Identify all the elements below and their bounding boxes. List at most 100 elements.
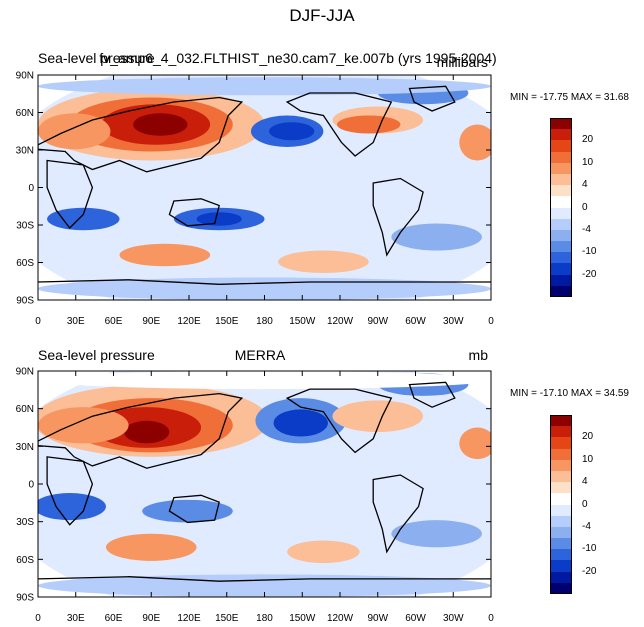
- anomaly-contour-fill: [391, 223, 482, 251]
- colorbar-swatch: [550, 151, 572, 163]
- colorbar-swatch: [550, 263, 572, 275]
- lon-tick-label: 150E: [215, 316, 239, 327]
- colorbar-swatch: [550, 118, 572, 130]
- lon-tick-label: 0: [488, 316, 494, 327]
- lon-tick-label: 150E: [215, 613, 239, 624]
- colorbar-tick-label: 0: [582, 498, 588, 510]
- colorbar-swatch: [550, 426, 572, 438]
- colorbar-swatch: [550, 415, 572, 427]
- lon-tick-label: 30E: [67, 613, 85, 624]
- lat-tick-label: 90N: [16, 367, 34, 378]
- colorbar-swatch: [550, 173, 572, 186]
- lon-tick-label: 30W: [443, 613, 464, 624]
- coastline: [46, 456, 94, 526]
- case-label: MERRA: [234, 347, 286, 363]
- colorbar-swatch: [550, 252, 572, 264]
- colorbar-swatch: [550, 274, 572, 286]
- lon-tick-label: 60W: [405, 316, 426, 327]
- coastline: [46, 159, 94, 229]
- colorbar-swatch: [550, 241, 572, 253]
- lon-tick-label: 60E: [105, 613, 123, 624]
- colorbar-swatch: [550, 218, 572, 230]
- lon-tick-label: 90E: [142, 316, 160, 327]
- units-label: millibars: [436, 54, 488, 70]
- anomaly-contour-fill: [273, 409, 328, 437]
- anomaly-contour-fill: [38, 407, 129, 444]
- colorbar-swatch: [550, 448, 572, 460]
- anomaly-contour-fill: [38, 113, 111, 150]
- colorbar-obs: [550, 415, 572, 594]
- variable-label: Sea-level pressure: [38, 50, 155, 66]
- colorbar-swatch: [550, 571, 572, 583]
- lat-tick-label: 90S: [16, 593, 34, 604]
- lon-tick-label: 0: [488, 613, 494, 624]
- min-max-label: MIN = -17.75 MAX = 31.68: [510, 92, 629, 103]
- colorbar-swatch: [550, 560, 572, 572]
- lon-tick-label: 120E: [177, 613, 201, 624]
- colorbar-swatch: [550, 229, 572, 242]
- colorbar-tick-label: 0: [582, 201, 588, 213]
- colorbar-tick-label: -4: [582, 224, 591, 235]
- lat-tick-label: 30N: [16, 442, 34, 453]
- coastline: [372, 177, 424, 257]
- coastline: [38, 96, 244, 173]
- anomaly-contour-fill: [287, 540, 360, 564]
- colorbar-swatch: [550, 504, 572, 516]
- lon-tick-label: 90W: [367, 316, 388, 327]
- colorbar-tick-label: 10: [582, 156, 594, 168]
- anomaly-contour-fill: [142, 499, 233, 523]
- lat-tick-label: 30N: [16, 146, 34, 157]
- lon-tick-label: 30E: [67, 316, 85, 327]
- lat-tick-label: 60N: [16, 108, 34, 119]
- lon-tick-label: 150W: [289, 316, 316, 327]
- colorbar-swatch: [550, 526, 572, 539]
- lon-tick-label: 30W: [443, 316, 464, 327]
- lon-tick-label: 150W: [289, 613, 316, 624]
- colorbar-swatch: [550, 538, 572, 550]
- colorbar-swatch: [550, 470, 572, 483]
- anomaly-contour-fill: [391, 520, 482, 548]
- lon-tick-label: 180: [256, 613, 273, 624]
- anomaly-contour-fill: [459, 427, 491, 460]
- case-label: fv_amp6_4_032.FLTHIST_ne30.cam7_ke.007b …: [99, 50, 497, 66]
- lon-tick-label: 90E: [142, 613, 160, 624]
- map-panel-obs: Sea-level pressure MERRA mb MIN = -17.10…: [0, 296, 644, 596]
- colorbar-tick-label: -10: [582, 246, 597, 258]
- lon-tick-label: 60W: [405, 613, 426, 624]
- variable-label: Sea-level pressure: [38, 347, 155, 363]
- figure-title: DJF-JJA: [289, 6, 355, 25]
- anomaly-contour-fill: [105, 533, 197, 561]
- lon-tick-label: 90W: [367, 613, 388, 624]
- min-max-label: MIN = -17.10 MAX = 34.59: [510, 388, 629, 399]
- colorbar-tick-label: -20: [582, 268, 597, 280]
- colorbar-swatch: [550, 140, 572, 152]
- anomaly-contour-fill: [278, 250, 369, 273]
- anomaly-contour-fill: [269, 122, 315, 141]
- anomaly-contour-fill: [119, 243, 211, 267]
- lon-tick-label: 120W: [327, 613, 354, 624]
- lat-tick-label: 0: [28, 480, 34, 491]
- anomaly-contour-fill: [196, 212, 242, 226]
- colorbar-tick-label: -20: [582, 565, 597, 577]
- colorbar-tick-label: -10: [582, 543, 597, 555]
- lat-tick-label: 60S: [16, 258, 34, 269]
- coastline: [408, 85, 456, 112]
- colorbar-model: [550, 118, 572, 297]
- colorbar-tick-label: 4: [582, 476, 588, 488]
- lon-tick-label: 0: [35, 316, 41, 327]
- map-panel-model: Sea-level pressure fv_amp6_4_032.FLTHIST…: [0, 0, 644, 300]
- anomaly-contour-fill: [133, 113, 188, 136]
- lon-tick-label: 120E: [177, 316, 201, 327]
- colorbar-tick-label: 10: [582, 453, 594, 465]
- anomaly-contour-fill: [124, 420, 170, 444]
- colorbar-tick-label: 20: [582, 134, 594, 146]
- lat-tick-label: 90N: [16, 71, 34, 82]
- coastline: [38, 576, 491, 582]
- colorbar-swatch: [550, 207, 572, 219]
- colorbar-tick-label: 4: [582, 179, 588, 191]
- colorbar-swatch: [550, 459, 572, 471]
- coastline: [285, 388, 393, 454]
- anomaly-contour-fill: [38, 277, 491, 300]
- colorbar-tick-label: -4: [582, 521, 591, 532]
